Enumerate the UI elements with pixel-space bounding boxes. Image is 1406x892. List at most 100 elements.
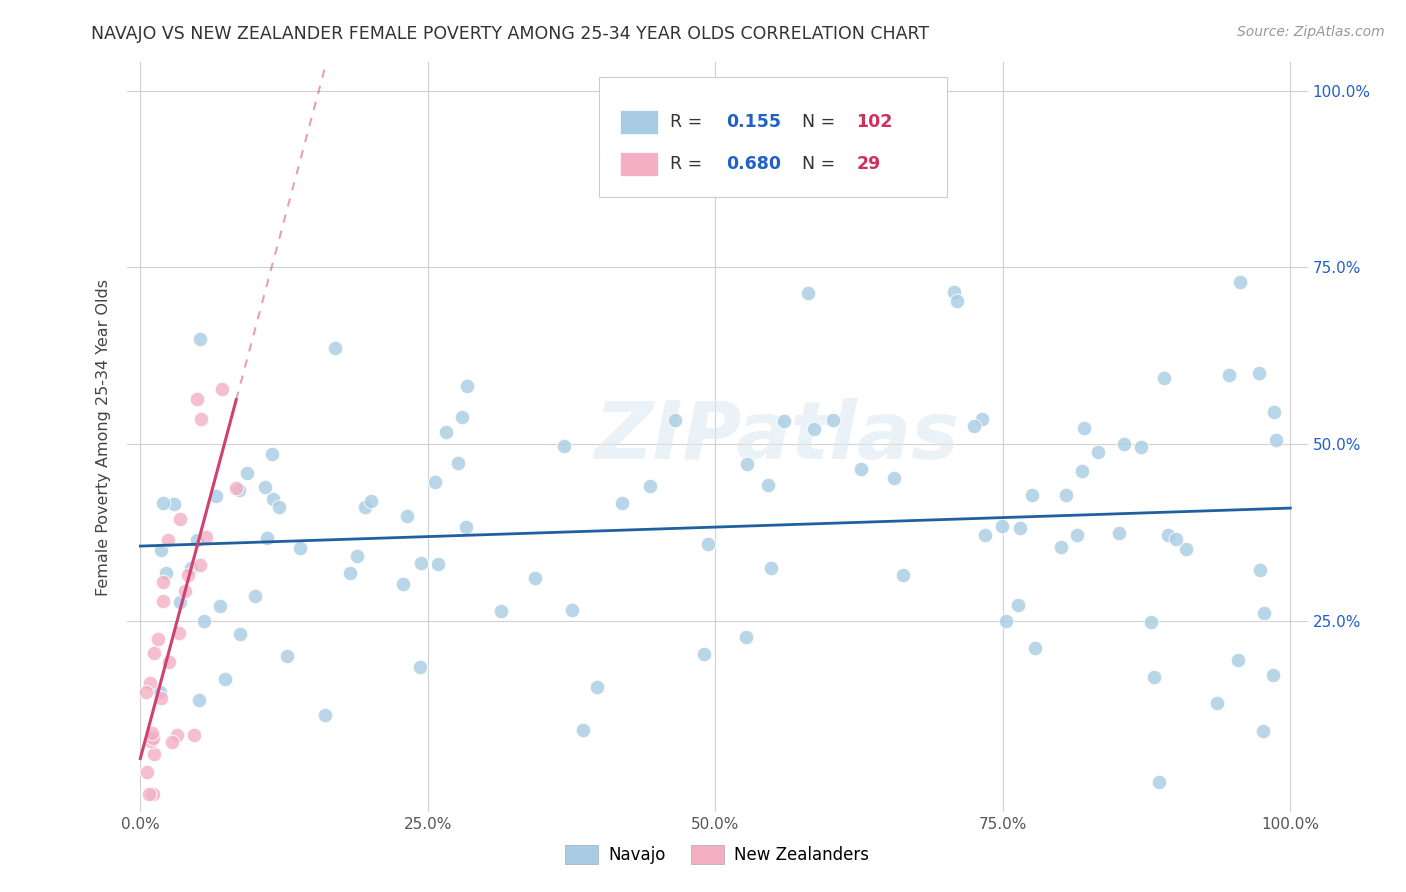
Point: [392, 576, 415, 591]
Point: [157, 533, 180, 548]
Point: [735, 457, 758, 471]
Point: [1140, 615, 1163, 629]
Point: [1247, 366, 1270, 380]
Point: [225, 481, 247, 495]
Point: [262, 447, 284, 461]
Point: [136, 764, 159, 779]
Point: [160, 734, 183, 748]
Point: [1008, 521, 1031, 535]
Point: [245, 589, 267, 603]
Point: [194, 530, 217, 544]
Point: [447, 456, 470, 470]
Point: [409, 556, 432, 570]
Point: [205, 489, 228, 503]
Point: [142, 787, 165, 801]
Point: [186, 533, 208, 548]
Point: [1249, 563, 1271, 577]
Point: [1087, 445, 1109, 459]
Point: [190, 411, 212, 425]
FancyBboxPatch shape: [620, 111, 658, 135]
Point: [288, 541, 311, 555]
Point: [1130, 440, 1153, 454]
Point: [821, 413, 844, 427]
Point: [693, 647, 716, 661]
Text: R =: R =: [669, 154, 707, 172]
Point: [427, 557, 450, 571]
Text: Source: ZipAtlas.com: Source: ZipAtlas.com: [1237, 25, 1385, 39]
Point: [155, 566, 177, 581]
Point: [450, 410, 472, 425]
Point: [169, 595, 191, 609]
Point: [193, 614, 215, 628]
Point: [1073, 421, 1095, 435]
Point: [973, 528, 995, 542]
Point: [166, 728, 188, 742]
Point: [167, 626, 190, 640]
Point: [1071, 465, 1094, 479]
Point: [849, 461, 872, 475]
Point: [1024, 640, 1046, 655]
Point: [1147, 775, 1170, 789]
Point: [610, 496, 633, 510]
Point: [188, 332, 211, 346]
Point: [276, 649, 298, 664]
Point: [183, 728, 205, 742]
Point: [152, 575, 174, 590]
Point: [1261, 668, 1284, 682]
Point: [1054, 488, 1077, 502]
Point: [146, 632, 169, 647]
Point: [585, 681, 607, 695]
Point: [1263, 404, 1285, 418]
Point: [797, 285, 820, 300]
Point: [214, 673, 236, 687]
Point: [1251, 724, 1274, 739]
Point: [267, 500, 290, 514]
Point: [314, 708, 336, 723]
Point: [262, 492, 284, 507]
Point: [1264, 433, 1286, 447]
Text: N =: N =: [801, 113, 841, 131]
Text: NAVAJO VS NEW ZEALANDER FEMALE POVERTY AMONG 25-34 YEAR OLDS CORRELATION CHART: NAVAJO VS NEW ZEALANDER FEMALE POVERTY A…: [91, 25, 929, 43]
Point: [180, 560, 202, 574]
Point: [135, 685, 157, 699]
Point: [256, 531, 278, 545]
Point: [1112, 437, 1135, 451]
Point: [756, 478, 779, 492]
Point: [1153, 371, 1175, 385]
Point: [323, 341, 346, 355]
Point: [1108, 525, 1130, 540]
Point: [228, 483, 250, 498]
Point: [354, 500, 377, 515]
Point: [228, 626, 250, 640]
Point: [1229, 275, 1251, 289]
Point: [186, 392, 208, 407]
Point: [1164, 532, 1187, 546]
Point: [1175, 542, 1198, 557]
Point: [139, 734, 162, 748]
Point: [150, 690, 173, 705]
Legend: Navajo, New Zealanders: Navajo, New Zealanders: [558, 838, 876, 871]
Point: [396, 508, 419, 523]
Point: [163, 497, 186, 511]
Point: [208, 599, 231, 613]
Text: ZIPatlas: ZIPatlas: [593, 398, 959, 476]
Text: 0.680: 0.680: [727, 154, 782, 172]
Point: [456, 378, 478, 392]
Point: [638, 478, 661, 492]
Point: [139, 676, 162, 690]
Point: [152, 496, 174, 510]
Point: [423, 475, 446, 490]
Point: [995, 614, 1018, 628]
FancyBboxPatch shape: [599, 78, 948, 197]
Point: [142, 747, 165, 761]
Point: [339, 566, 361, 581]
Point: [150, 543, 173, 558]
Point: [759, 560, 782, 574]
Point: [524, 571, 547, 585]
Point: [553, 439, 575, 453]
Point: [1050, 540, 1073, 554]
Point: [141, 726, 163, 740]
Point: [1021, 488, 1043, 502]
Point: [1253, 607, 1275, 621]
Point: [991, 519, 1014, 533]
